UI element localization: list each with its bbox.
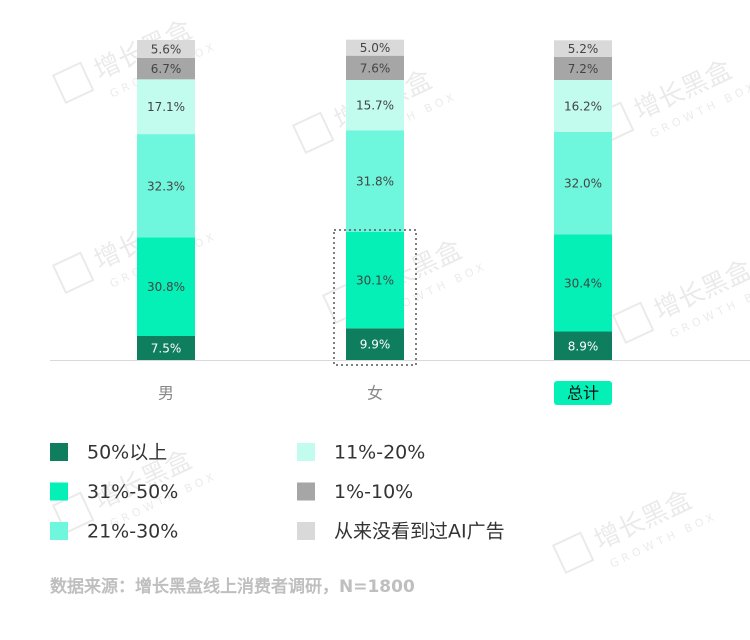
value-label: 30.4% xyxy=(564,276,602,290)
bar-segment xyxy=(137,336,195,360)
value-label: 5.2% xyxy=(568,42,599,56)
bar-segment xyxy=(137,237,195,336)
legend-swatch xyxy=(50,522,68,540)
legend-swatch xyxy=(50,482,68,501)
bar-segment xyxy=(554,56,612,80)
value-label: 5.6% xyxy=(151,42,182,56)
legend-label: 50%以上 xyxy=(87,442,167,464)
value-label: 32.3% xyxy=(147,179,185,193)
legend-swatch xyxy=(297,522,315,540)
x-tick-label: 女 xyxy=(367,384,383,403)
legend-label: 从来没看到过AI广告 xyxy=(334,521,505,543)
bar-segment xyxy=(346,55,404,80)
watermark-icon xyxy=(51,61,95,105)
value-label: 8.9% xyxy=(568,339,599,353)
bar-segment xyxy=(554,80,612,132)
category-highlight xyxy=(554,381,612,405)
value-label: 16.2% xyxy=(564,99,602,113)
value-label: 30.1% xyxy=(356,274,394,288)
x-tick-label: 总计 xyxy=(567,384,599,403)
x-tick-label: 男 xyxy=(158,384,174,403)
value-label: 7.6% xyxy=(360,61,391,75)
legend-label: 1%-10% xyxy=(334,481,413,503)
bar-segment xyxy=(346,80,404,131)
bar-segment xyxy=(554,131,612,235)
bar-segment xyxy=(137,79,195,135)
value-label: 31.8% xyxy=(356,175,394,189)
watermark-icon xyxy=(291,111,335,155)
value-label: 17.1% xyxy=(147,100,185,114)
value-label: 7.2% xyxy=(568,62,599,76)
legend-label: 11%-20% xyxy=(334,442,425,464)
value-label: 6.7% xyxy=(151,62,182,76)
legend-swatch xyxy=(297,443,315,461)
bar-segment xyxy=(346,130,404,232)
legend-swatch xyxy=(297,482,315,501)
value-label: 32.0% xyxy=(564,177,602,191)
value-label: 7.5% xyxy=(151,342,182,356)
legend-label: 31%-50% xyxy=(87,481,178,503)
bar-segment xyxy=(554,331,612,360)
legend-swatch xyxy=(50,443,68,461)
legend-label: 21%-30% xyxy=(87,521,178,543)
bar-segment xyxy=(137,57,195,80)
source-note: 数据来源：增长黑盒线上消费者调研，N=1800 xyxy=(50,576,415,597)
highlight-box xyxy=(333,229,417,366)
bar-segment xyxy=(346,39,404,56)
watermark-icon xyxy=(551,531,595,575)
bar-segment xyxy=(554,234,612,332)
bar-segment xyxy=(137,134,195,238)
value-label: 30.8% xyxy=(147,280,185,294)
bar-segment xyxy=(137,40,195,58)
watermark-icon xyxy=(51,251,95,295)
value-label: 15.7% xyxy=(356,99,394,113)
bar-segment xyxy=(346,328,404,360)
watermark-icon xyxy=(611,301,655,345)
value-label: 9.9% xyxy=(360,338,391,352)
bar-segment xyxy=(346,232,404,329)
value-label: 5.0% xyxy=(360,41,391,55)
bar-segment xyxy=(554,40,612,57)
